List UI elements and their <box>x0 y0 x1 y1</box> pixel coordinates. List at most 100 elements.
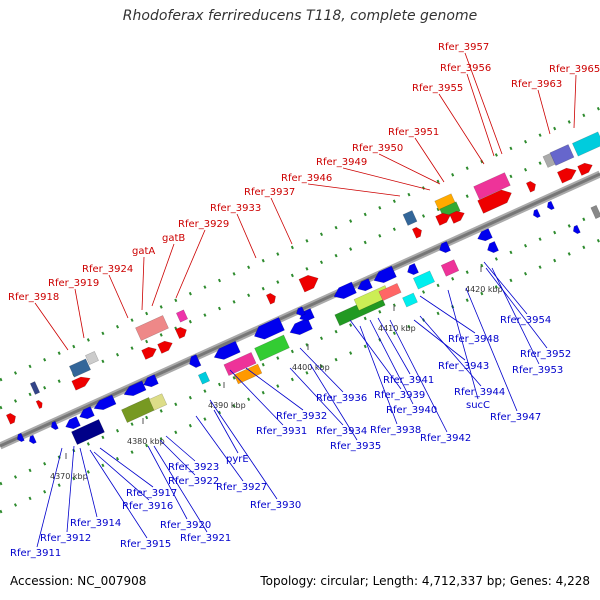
leader-line <box>485 267 548 349</box>
leader-line <box>165 435 196 462</box>
gene-label: Rfer_3940 <box>386 405 437 416</box>
gene-label: Rfer_3957 <box>438 42 489 53</box>
reverse-gene-block <box>378 282 402 302</box>
reverse-gene-block <box>487 241 499 254</box>
forward-gene-block <box>549 144 575 166</box>
gene-label: Rfer_3949 <box>316 157 367 168</box>
gene-label: Rfer_3919 <box>48 278 99 289</box>
gene-label: Rfer_3920 <box>160 520 211 531</box>
reverse-gene-block <box>143 374 159 388</box>
reverse-gene-block <box>357 278 373 292</box>
reverse-gene-block <box>213 340 241 360</box>
leader-line <box>447 289 479 400</box>
reverse-gene-block <box>233 363 263 385</box>
leader-line <box>229 369 284 426</box>
reverse-gene-block <box>439 241 451 254</box>
reverse-gene-block <box>546 200 555 211</box>
tick-label: 4400 kbp <box>292 363 330 372</box>
gene-label: Rfer_3930 <box>250 500 301 511</box>
leader-line <box>299 347 344 393</box>
leader-line <box>414 137 445 183</box>
leader-line <box>93 451 150 501</box>
forward-gene-block <box>29 381 41 395</box>
forward-gene-block <box>577 162 593 176</box>
reverse-gene-block <box>93 394 117 411</box>
leader-line <box>309 363 358 441</box>
leader-line <box>36 447 63 548</box>
gene-label: Rfer_3951 <box>388 127 439 138</box>
gene-label: Rfer_3912 <box>40 533 91 544</box>
gene-label: pyrE <box>226 454 249 465</box>
gene-label: Rfer_3917 <box>126 488 177 499</box>
leader-line <box>195 415 244 482</box>
gene-label: Rfer_3948 <box>448 334 499 345</box>
tick-label: 4420 kbp <box>465 285 503 294</box>
gene-label: Rfer_3915 <box>120 539 171 550</box>
bottom-leader-lines <box>36 261 548 548</box>
leader-line <box>342 167 431 191</box>
tick-label: 4380 kbp <box>127 437 165 446</box>
leader-line <box>377 317 411 375</box>
tick-label: 4390 kbp <box>208 401 246 410</box>
reverse-gene-block <box>16 432 25 443</box>
reverse-genes <box>16 200 581 445</box>
gene-label: gatB <box>162 233 185 244</box>
gene-label: Rfer_3939 <box>374 390 425 401</box>
reverse-gene-block <box>440 259 460 277</box>
gene-label: Rfer_3931 <box>256 426 307 437</box>
reverse-gene-block <box>254 334 290 362</box>
forward-gene-block <box>473 172 511 200</box>
gene-label: Rfer_3921 <box>180 533 231 544</box>
forward-gene-block <box>590 204 600 220</box>
reverse-gene-block <box>223 352 257 376</box>
gene-label: Rfer_3937 <box>244 187 295 198</box>
leader-line <box>438 93 485 165</box>
leader-line <box>491 267 540 365</box>
leader-line <box>236 213 257 259</box>
gene-label: Rfer_3941 <box>383 375 434 386</box>
forward-gene-block <box>85 351 99 365</box>
gene-label: Rfer_3952 <box>520 349 571 360</box>
forward-gene-block <box>556 167 577 184</box>
leader-line <box>108 274 129 319</box>
reverse-gene-block <box>333 281 357 299</box>
tick-label: 4410 kbp <box>378 324 416 333</box>
reverse-gene-block <box>477 228 493 242</box>
forward-gene-block <box>477 189 512 214</box>
gene-label: Rfer_3963 <box>511 79 562 90</box>
gene-label: Rfer_3923 <box>168 462 219 473</box>
leader-line <box>464 52 503 155</box>
gene-label: Rfer_3918 <box>8 292 59 303</box>
reverse-gene-block <box>253 317 285 340</box>
reverse-gene-block <box>65 416 81 430</box>
reverse-gene-block <box>299 308 315 322</box>
reverse-gene-block <box>407 263 419 276</box>
leader-line <box>537 89 551 135</box>
gene-label: Rfer_3956 <box>440 63 491 74</box>
leader-line <box>99 447 154 488</box>
gene-label: Rfer_3929 <box>178 219 229 230</box>
gene-label: Rfer_3955 <box>412 83 463 94</box>
forward-gene-block <box>449 210 465 224</box>
genome-summary-text: Topology: circular; Length: 4,712,337 bp… <box>260 574 590 588</box>
gene-label: Rfer_3924 <box>82 264 133 275</box>
accession-text: Accession: NC_007908 <box>10 574 147 588</box>
gene-label: Rfer_3933 <box>210 203 261 214</box>
gene-label: Rfer_3914 <box>70 518 121 529</box>
leader-line <box>175 229 206 299</box>
leader-line <box>349 319 402 390</box>
gene-label: Rfer_3936 <box>316 393 367 404</box>
tick-label: 4370 kbp <box>50 472 88 481</box>
forward-gene-block <box>298 274 319 293</box>
forward-gene-block <box>35 399 43 410</box>
leader-line <box>159 439 196 476</box>
reverse-gene-block <box>373 265 397 283</box>
forward-gene-block <box>175 326 187 339</box>
map-title: Rhodoferax ferrireducens T118, complete … <box>122 8 478 24</box>
top-leader-lines <box>34 52 577 351</box>
leader-line <box>147 445 188 520</box>
leader-line <box>307 183 401 197</box>
leader-line <box>141 256 145 311</box>
gene-label: Rfer_3916 <box>122 501 173 512</box>
